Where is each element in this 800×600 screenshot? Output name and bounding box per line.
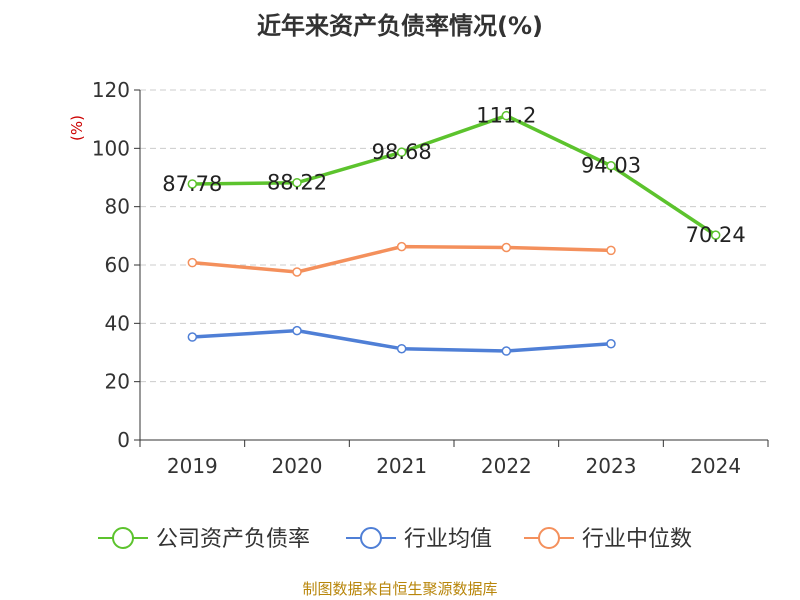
- x-tick-label: 2023: [586, 454, 637, 478]
- data-label: 111.2: [476, 104, 536, 128]
- data-point: [396, 343, 407, 354]
- x-tick-label: 2022: [481, 454, 532, 478]
- y-tick-label: 80: [105, 195, 130, 219]
- data-point: [292, 325, 302, 336]
- data-label: 88.22: [267, 171, 327, 195]
- data-point: [606, 160, 616, 171]
- series-line: [192, 113, 717, 237]
- data-point: [396, 241, 407, 252]
- chart-title: 近年来资产负债率情况(%): [257, 12, 543, 40]
- series-lines: [187, 110, 721, 356]
- y-tick-label: 40: [105, 311, 130, 335]
- legend-label: 行业均值: [404, 527, 492, 552]
- data-labels: 87.78 88.22 98.68 111.2 94.03 70.24: [162, 104, 745, 247]
- legend-marker: [360, 527, 382, 549]
- data-label: 94.03: [581, 154, 641, 178]
- x-tick-label: 2020: [272, 454, 323, 478]
- data-point: [187, 332, 198, 342]
- data-point: [396, 147, 407, 157]
- data-point: [292, 177, 302, 188]
- x-tick-label: 2019: [167, 454, 218, 478]
- source-note: 制图数据来自恒生聚源数据库: [302, 580, 498, 598]
- legend: 公司资产负债率 行业均值 行业中位数: [98, 527, 692, 552]
- y-tick-label: 120: [92, 78, 130, 102]
- data-point: [501, 110, 512, 121]
- axes: 0 20 40 60 80 100 120 (%) 2019 2020 2021 2022 2023 20…: [68, 78, 769, 478]
- y-tick-label: 20: [105, 370, 130, 394]
- x-tick-label: 2021: [376, 454, 427, 478]
- legend-label: 行业中位数: [582, 527, 692, 552]
- legend-marker: [112, 527, 134, 549]
- data-point: [187, 257, 198, 268]
- y-axis-label: (%): [68, 115, 86, 141]
- data-point: [710, 230, 721, 240]
- data-point: [187, 179, 198, 189]
- data-label: 87.78: [162, 172, 222, 196]
- y-tick-label: 100: [92, 136, 130, 160]
- data-point: [501, 242, 512, 253]
- gridlines: [140, 89, 768, 383]
- data-point: [501, 346, 512, 356]
- data-label: 70.24: [686, 223, 746, 247]
- data-label: 98.68: [372, 140, 432, 164]
- x-tick-label: 2024: [690, 454, 741, 478]
- data-point: [292, 267, 302, 277]
- legend-label: 公司资产负债率: [156, 527, 310, 552]
- legend-marker: [538, 527, 560, 549]
- data-point: [606, 339, 616, 349]
- data-point: [606, 245, 616, 256]
- y-tick-label: 60: [105, 253, 130, 277]
- y-tick-label: 0: [117, 428, 130, 452]
